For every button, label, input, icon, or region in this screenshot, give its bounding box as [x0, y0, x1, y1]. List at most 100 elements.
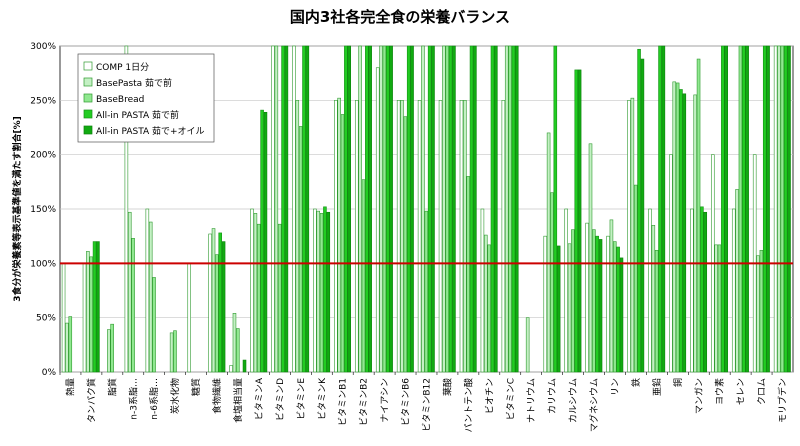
bar — [780, 45, 785, 373]
x-tick-label: カルシウム — [568, 378, 579, 423]
x-tick-label: パントテン酸 — [463, 378, 474, 432]
bar — [473, 45, 477, 373]
bar — [340, 114, 345, 373]
x-tick-label: ビタミンB1 — [338, 378, 349, 426]
bar — [305, 45, 310, 373]
x-tick-label: ビタミンB2 — [359, 378, 370, 426]
bar — [400, 100, 404, 373]
bar — [406, 45, 411, 373]
bar — [773, 45, 778, 373]
chart-title: 国内3社各完全食の栄養バランス — [290, 8, 510, 26]
bar — [452, 45, 456, 373]
bar — [592, 229, 596, 373]
bar — [82, 263, 87, 373]
bar — [508, 45, 512, 373]
bar — [410, 45, 414, 373]
bar — [271, 45, 275, 373]
bar — [588, 143, 593, 373]
bar — [358, 45, 362, 373]
bar — [724, 45, 728, 373]
bar — [550, 192, 554, 373]
bar — [385, 45, 390, 373]
bar — [221, 241, 226, 373]
bar — [721, 45, 725, 373]
bar — [208, 233, 212, 373]
bar — [483, 234, 488, 373]
bar — [229, 365, 233, 373]
bar — [131, 238, 135, 373]
bar — [431, 45, 435, 373]
x-tick-label: n-6系脂… — [148, 378, 160, 420]
bar — [65, 322, 69, 373]
bar — [382, 45, 387, 373]
x-tick-label: マグネシウム — [588, 378, 600, 432]
legend-swatch — [83, 125, 93, 135]
bar — [543, 235, 548, 373]
bar — [403, 116, 408, 373]
bar — [347, 45, 352, 373]
bar — [469, 45, 474, 373]
legend-entry: BasePasta 茹で前 — [96, 77, 172, 89]
bar — [365, 45, 369, 373]
y-tick-label: 100% — [30, 259, 56, 269]
bar — [152, 277, 156, 373]
bar — [334, 100, 338, 373]
x-tick-label: 糖質 — [190, 378, 202, 396]
bar — [661, 45, 666, 373]
bar — [466, 176, 470, 373]
bar — [302, 45, 306, 373]
bar — [525, 317, 530, 373]
bar — [148, 221, 153, 373]
bar — [766, 45, 770, 373]
bar — [700, 206, 704, 373]
bar — [654, 249, 659, 373]
bar — [567, 243, 572, 373]
bar — [110, 323, 114, 373]
bar — [424, 210, 429, 373]
bar — [756, 255, 760, 373]
bar — [316, 210, 321, 373]
bar — [256, 223, 261, 373]
bar — [284, 45, 289, 373]
bar — [107, 329, 111, 373]
bar — [459, 100, 464, 373]
x-tick-label: 脂質 — [106, 378, 118, 396]
bar — [263, 111, 268, 373]
bar — [86, 251, 90, 373]
bar — [319, 213, 324, 373]
bar — [250, 208, 254, 373]
bar — [598, 239, 603, 373]
bar — [696, 58, 701, 373]
bar — [281, 45, 285, 373]
x-tick-label: ビタミンE — [296, 378, 307, 420]
x-tick-label: ヨウ素 — [714, 378, 726, 405]
bar — [627, 100, 631, 373]
bar — [714, 244, 718, 373]
bar — [616, 246, 620, 373]
bar — [556, 245, 561, 373]
bar — [187, 263, 192, 373]
legend-entry: COMP 1日分 — [96, 62, 149, 73]
bar — [762, 45, 767, 373]
bar — [494, 45, 498, 373]
bar — [630, 97, 635, 373]
y-tick-label: 150% — [30, 205, 56, 215]
x-tick-label: ビタミンC — [505, 378, 516, 420]
bar — [260, 109, 264, 373]
bar — [253, 213, 258, 373]
x-tick-label: リン — [611, 378, 621, 396]
bar — [215, 254, 219, 373]
x-axis: 熱量 タンパク質 脂質 n-3系脂… n-6系脂… 炭水化物 糖質 食物繊維 食塩相当量 ビタミン… — [59, 372, 789, 432]
bar — [96, 241, 100, 373]
x-tick-label: 銅 — [672, 378, 684, 387]
bar — [313, 208, 317, 373]
bar — [571, 229, 575, 373]
bar — [738, 45, 743, 373]
legend-swatch — [83, 77, 93, 87]
bar — [379, 45, 383, 373]
bar — [427, 45, 432, 373]
bar — [501, 100, 506, 373]
bar — [682, 93, 687, 373]
bar — [298, 126, 303, 373]
bar — [745, 45, 749, 373]
